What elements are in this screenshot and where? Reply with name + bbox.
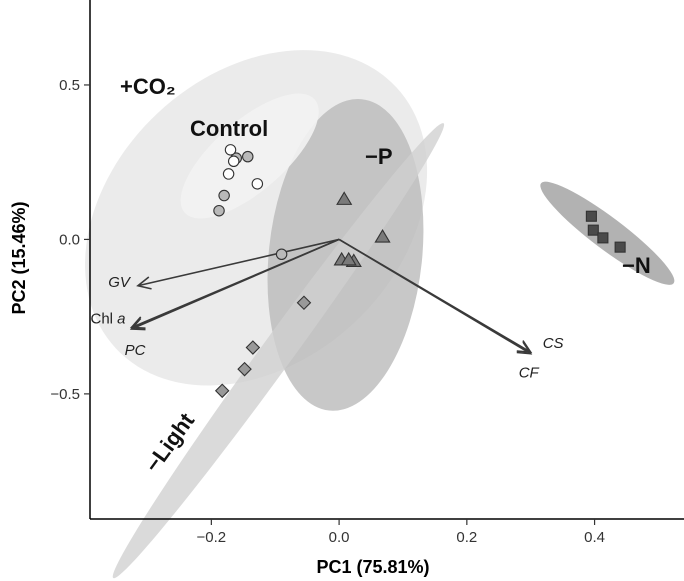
loading-arrowhead-chl-a: [129, 316, 146, 329]
axes: [89, 0, 684, 520]
point-light-3: [214, 383, 230, 399]
x-tick-label: 0.4: [584, 529, 605, 546]
point-n-2: [597, 232, 609, 244]
y-tick-label: 0.5: [59, 77, 80, 94]
point-n-3: [614, 241, 626, 253]
loading-label-pc: PC: [125, 342, 146, 359]
loading-label-cf: CF: [519, 365, 540, 382]
y-tick-label: 0.0: [59, 231, 80, 248]
loading-label-cs: CS: [543, 335, 564, 352]
point-co-3: [213, 204, 225, 217]
point-n-0: [585, 210, 597, 222]
loading-vector-gv: [137, 238, 340, 287]
group-label-n: −N: [622, 253, 651, 278]
point-light-0: [296, 295, 312, 311]
loading-vector-pc: [131, 238, 340, 330]
point-p-4: [340, 251, 357, 266]
point-control-0: [224, 144, 237, 156]
point-control-3: [251, 178, 264, 190]
data-points: [213, 144, 626, 399]
point-n-1: [587, 224, 599, 236]
loading-arrowhead-gv: [136, 276, 152, 290]
loading-vectors: [129, 238, 533, 355]
x-axis-title: PC1 (75.81%): [316, 557, 429, 577]
x-tick-label: −0.2: [197, 529, 227, 546]
y-tick-label: −0.5: [50, 386, 80, 403]
point-light-1: [245, 340, 261, 355]
loading-arrowhead-pc: [129, 317, 146, 331]
x-ticks: −0.2 0.0 0.2 0.4: [197, 519, 605, 546]
loading-vector-cf: [338, 238, 532, 355]
y-ticks: −0.5 0.0 0.5: [50, 77, 90, 403]
loading-label-chl-a: Chl a: [90, 310, 125, 327]
group-label-co2: +CO₂: [120, 74, 176, 99]
loading-label-gv: GV: [108, 274, 132, 291]
ellipse-light: [112, 123, 445, 579]
point-co-4: [275, 248, 288, 260]
group-ellipses: [85, 50, 675, 579]
point-p-0: [336, 191, 353, 205]
group-label-control: Control: [190, 116, 268, 141]
x-tick-label: 0.0: [329, 529, 350, 546]
x-tick-label: 0.2: [456, 529, 477, 546]
point-control-2: [227, 155, 240, 168]
point-light-2: [237, 361, 252, 377]
loading-arrowhead-cf: [516, 341, 533, 355]
group-label-p: −P: [365, 144, 393, 169]
point-co-1: [242, 150, 254, 163]
point-co-2: [218, 189, 230, 202]
y-axis-title: PC2 (15.46%): [9, 201, 29, 314]
point-p-1: [374, 228, 391, 243]
point-control-1: [222, 168, 235, 180]
